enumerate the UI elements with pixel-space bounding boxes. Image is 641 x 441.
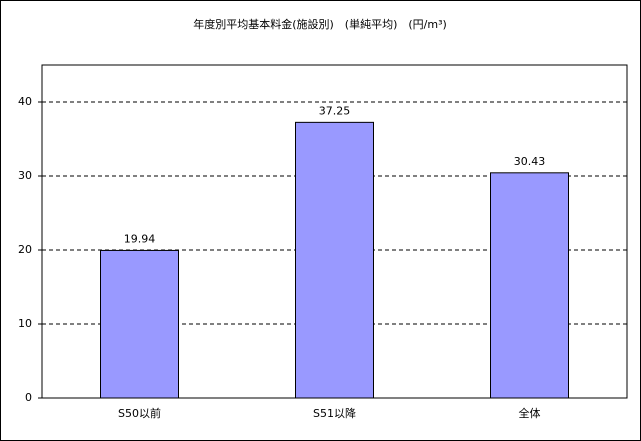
x-tick-label: S50以前 — [118, 406, 161, 420]
y-tick-label: 10 — [18, 317, 32, 330]
y-tick-label: 0 — [25, 391, 32, 404]
x-tick-label: 全体 — [519, 406, 541, 420]
bar — [295, 121, 374, 399]
y-tick-label: 20 — [18, 243, 32, 256]
data-label: 19.94 — [124, 232, 156, 245]
y-tick-label: 40 — [18, 95, 32, 108]
bar — [100, 249, 179, 399]
data-label: 37.25 — [319, 104, 351, 117]
y-tick-label: 30 — [18, 169, 32, 182]
chart-title: 年度別平均基本料金(施設別) (単純平均) (円/m³) — [193, 17, 447, 31]
x-tick-label: S51以降 — [313, 406, 356, 420]
data-label: 30.43 — [514, 155, 546, 168]
bar — [490, 172, 569, 399]
